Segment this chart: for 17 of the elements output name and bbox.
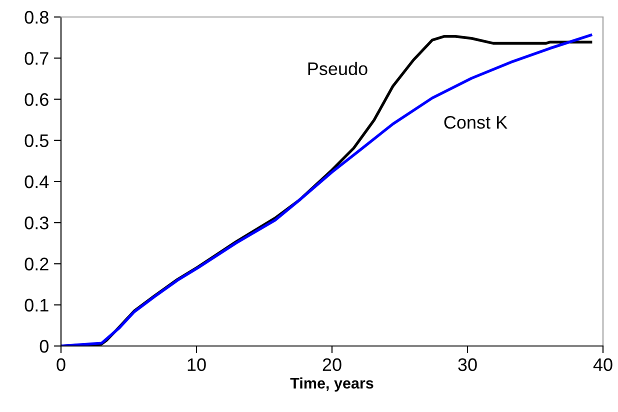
series-label: Pseudo [308,62,368,76]
x-tick-label: 30 [458,358,477,372]
y-tick-label: 0.2 [24,258,48,270]
y-tick-label: 0 [40,340,48,353]
y-tick-label: 0.6 [24,93,48,106]
x-tick-label: 10 [188,358,206,372]
y-tick-label: 0.4 [24,175,49,188]
x-tick-label: 0 [56,358,66,372]
y-tick-label: 0.8 [24,10,48,24]
x-tick-label: 40 [593,358,612,372]
y-tick-label: 0.5 [24,134,48,148]
x-axis-title: Time, years [290,377,374,392]
y-tick-label: 0.3 [24,216,48,230]
x-tick-label: 20 [322,358,342,372]
y-tick-label: 0.1 [24,298,48,312]
y-tick-label: 0.7 [24,52,48,65]
series-label: Const K [444,116,508,129]
